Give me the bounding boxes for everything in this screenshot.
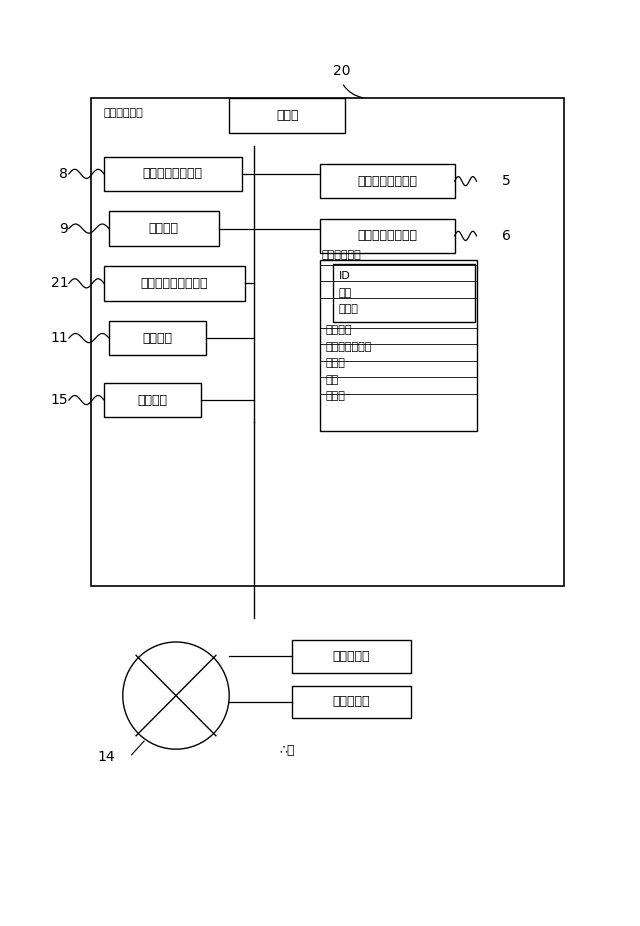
FancyBboxPatch shape — [104, 266, 245, 301]
Text: 航跡: 航跡 — [325, 374, 339, 384]
Text: 出力データ生成手段: 出力データ生成手段 — [141, 277, 208, 290]
FancyBboxPatch shape — [92, 98, 564, 586]
FancyBboxPatch shape — [320, 164, 454, 198]
Text: 船舶属性情報: 船舶属性情報 — [322, 251, 362, 260]
FancyBboxPatch shape — [292, 685, 411, 719]
Text: 最新の受信日時: 最新の受信日時 — [325, 342, 371, 352]
Text: 20: 20 — [333, 64, 351, 78]
Text: 15: 15 — [51, 393, 68, 407]
Text: 航行位置: 航行位置 — [325, 325, 351, 335]
FancyBboxPatch shape — [229, 98, 345, 132]
Text: 撮影装置４: 撮影装置４ — [333, 695, 370, 708]
Text: 8: 8 — [60, 167, 68, 181]
Text: 撮影装置４: 撮影装置４ — [333, 650, 370, 663]
Text: 検索手段: 検索手段 — [148, 222, 179, 235]
Text: ・・・: ・・・ — [339, 305, 358, 314]
Text: 6: 6 — [502, 229, 511, 243]
FancyBboxPatch shape — [320, 259, 477, 432]
Text: 制御部: 制御部 — [276, 109, 298, 122]
Text: 目的地: 目的地 — [325, 358, 345, 369]
Text: 船舶データベース: 船舶データベース — [357, 230, 417, 243]
Text: 5: 5 — [502, 174, 510, 188]
Text: 船名: 船名 — [339, 288, 352, 298]
Text: ・・・: ・・・ — [325, 391, 345, 401]
Text: 航行位置解析手段: 航行位置解析手段 — [143, 168, 203, 181]
Text: 21: 21 — [51, 276, 68, 291]
Ellipse shape — [123, 642, 229, 749]
Text: 14: 14 — [98, 750, 115, 764]
Text: 11: 11 — [51, 331, 68, 345]
Text: 更新手段: 更新手段 — [143, 332, 173, 344]
Text: ∴４: ∴４ — [279, 744, 295, 757]
Text: 地理データベース: 地理データベース — [357, 175, 417, 188]
FancyBboxPatch shape — [109, 320, 206, 356]
Text: 9: 9 — [60, 221, 68, 235]
FancyBboxPatch shape — [109, 211, 219, 246]
FancyBboxPatch shape — [104, 382, 201, 418]
FancyBboxPatch shape — [104, 156, 242, 191]
Text: ID: ID — [339, 270, 351, 281]
FancyBboxPatch shape — [292, 640, 411, 673]
FancyBboxPatch shape — [320, 219, 454, 253]
Text: 交信手段: 交信手段 — [138, 394, 168, 407]
Text: 検索サーバ１: 検索サーバ１ — [104, 108, 144, 119]
FancyBboxPatch shape — [333, 264, 476, 321]
